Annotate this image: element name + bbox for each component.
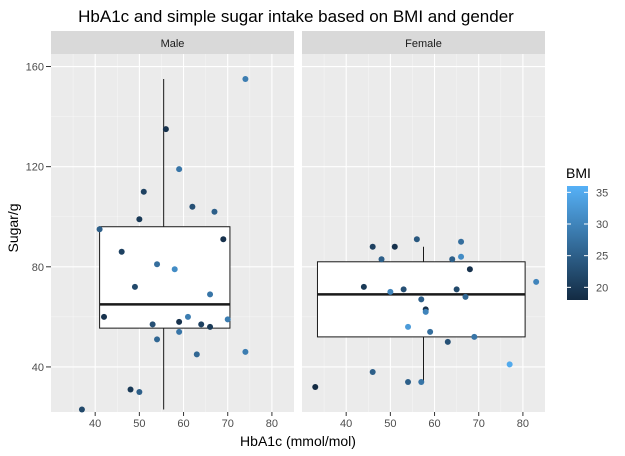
data-point bbox=[242, 348, 249, 355]
data-point bbox=[220, 236, 227, 243]
data-point bbox=[207, 291, 214, 298]
data-point bbox=[413, 236, 420, 243]
facet-panel-male: Male 40 50 60 70 80 bbox=[51, 31, 294, 430]
x-tick-label: 60 bbox=[177, 418, 189, 430]
data-point bbox=[369, 368, 376, 375]
data-point bbox=[154, 261, 161, 268]
data-point bbox=[136, 216, 143, 223]
data-point bbox=[176, 166, 183, 173]
data-point bbox=[176, 328, 183, 335]
y-tick-label: 80 bbox=[32, 262, 44, 274]
legend-title: BMI bbox=[566, 165, 591, 181]
data-point bbox=[189, 203, 196, 210]
legend-tick-label: 35 bbox=[596, 187, 608, 199]
data-point bbox=[449, 256, 456, 263]
data-point bbox=[162, 126, 169, 133]
legend-tick-label: 30 bbox=[596, 219, 608, 231]
data-point bbox=[207, 323, 214, 330]
x-tick-label: 40 bbox=[340, 418, 352, 430]
x-tick-label: 80 bbox=[266, 418, 278, 430]
data-point bbox=[312, 383, 319, 390]
data-point bbox=[360, 283, 367, 290]
data-point bbox=[136, 388, 143, 395]
data-point bbox=[242, 76, 249, 83]
x-tick-label: 70 bbox=[222, 418, 234, 430]
data-point bbox=[96, 226, 103, 233]
facet-strip bbox=[302, 31, 545, 54]
x-tick-label: 60 bbox=[428, 418, 440, 430]
data-point bbox=[533, 278, 540, 285]
data-point bbox=[171, 266, 178, 273]
data-point bbox=[453, 286, 460, 293]
x-tick-label: 50 bbox=[384, 418, 396, 430]
data-point bbox=[378, 256, 385, 263]
y-axis-title: Sugar/g bbox=[5, 203, 21, 252]
data-point bbox=[405, 378, 412, 385]
y-tick-label: 120 bbox=[26, 162, 44, 174]
x-axis-title: HbA1c (mmol/mol) bbox=[240, 433, 356, 449]
data-point bbox=[400, 286, 407, 293]
data-point bbox=[176, 318, 183, 325]
data-point bbox=[387, 288, 394, 295]
box-iqr bbox=[99, 226, 231, 329]
data-point bbox=[418, 296, 425, 303]
data-point bbox=[184, 313, 191, 320]
data-point bbox=[427, 328, 434, 335]
x-tick-label: 40 bbox=[89, 418, 101, 430]
color-legend: BMI 20 25 30 35 bbox=[566, 165, 608, 300]
data-point bbox=[458, 238, 465, 245]
data-point bbox=[131, 283, 138, 290]
data-point bbox=[369, 243, 376, 250]
data-point bbox=[198, 321, 205, 328]
data-point bbox=[78, 406, 85, 413]
legend-tick-label: 20 bbox=[596, 282, 608, 294]
facet-panels: 40 80 120 160 Male 40 50 60 70 80 Female 40 50 60 70 80 bbox=[26, 31, 545, 430]
data-point bbox=[405, 323, 412, 330]
chart-title: HbA1c and simple sugar intake based on B… bbox=[78, 7, 514, 26]
data-point bbox=[149, 321, 156, 328]
data-point bbox=[458, 253, 465, 260]
x-tick-label: 80 bbox=[517, 418, 529, 430]
data-point bbox=[462, 293, 469, 300]
y-tick-label: 40 bbox=[32, 362, 44, 374]
data-point bbox=[211, 208, 218, 215]
facet-strip bbox=[51, 31, 294, 54]
data-point bbox=[418, 378, 425, 385]
data-point bbox=[506, 361, 513, 368]
data-point bbox=[444, 338, 451, 345]
data-point bbox=[193, 351, 200, 358]
facet-strip-label: Male bbox=[161, 38, 185, 50]
data-point bbox=[391, 243, 398, 250]
data-point bbox=[140, 188, 147, 195]
facet-strip-label: Female bbox=[405, 38, 442, 50]
data-point bbox=[224, 316, 231, 323]
data-point bbox=[118, 248, 125, 255]
y-tick-label: 160 bbox=[26, 62, 44, 74]
data-point bbox=[127, 386, 134, 393]
x-tick-label: 50 bbox=[133, 418, 145, 430]
facet-panel-female: Female 40 50 60 70 80 bbox=[302, 31, 545, 430]
legend-tick-label: 25 bbox=[596, 251, 608, 263]
data-point bbox=[101, 313, 108, 320]
data-point bbox=[154, 336, 161, 343]
legend-color-bar bbox=[567, 186, 588, 300]
data-point bbox=[466, 266, 473, 273]
data-point bbox=[471, 333, 478, 340]
data-point bbox=[422, 308, 429, 315]
x-tick-label: 70 bbox=[473, 418, 485, 430]
